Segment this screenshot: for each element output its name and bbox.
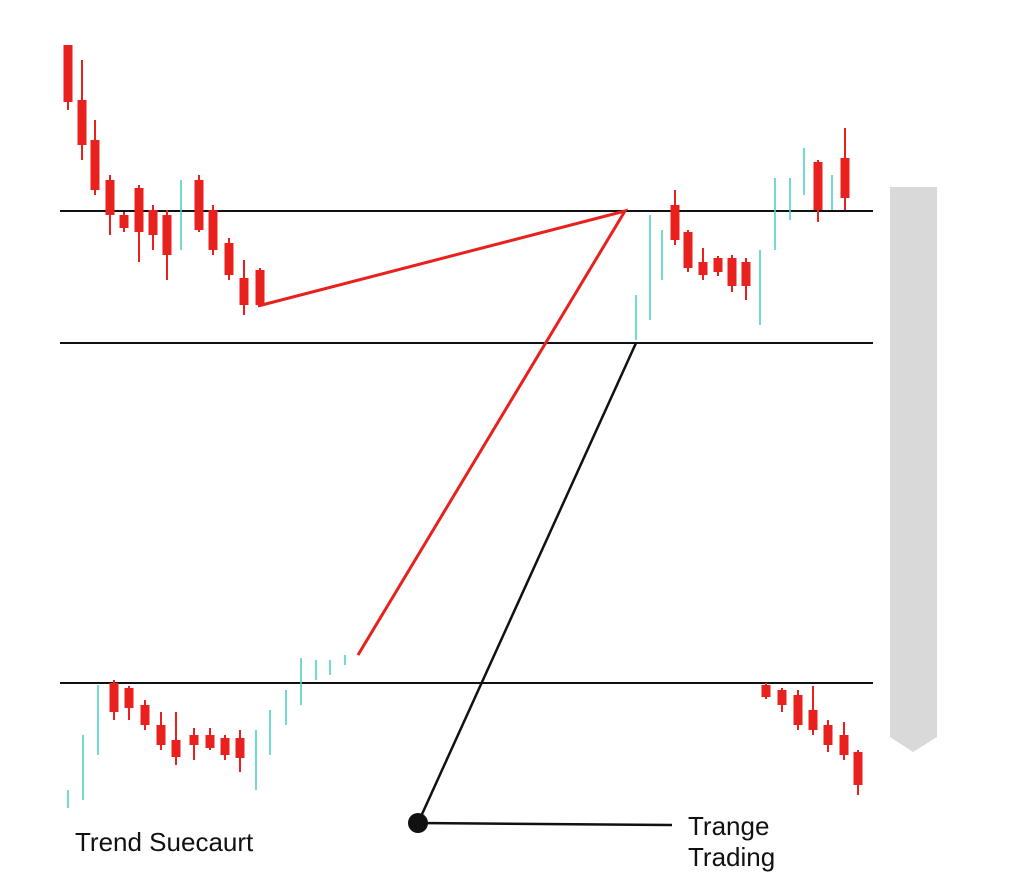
candles bbox=[63, 45, 863, 808]
pointer-dot bbox=[408, 813, 428, 833]
candle-body bbox=[109, 683, 119, 712]
candle-body bbox=[194, 180, 204, 230]
candle-body bbox=[713, 258, 723, 272]
candle-body bbox=[156, 725, 166, 745]
candle-body bbox=[698, 262, 708, 275]
candle-body bbox=[255, 270, 265, 305]
candle-body bbox=[839, 735, 849, 755]
candle-body bbox=[162, 215, 172, 255]
candle-body bbox=[105, 180, 115, 215]
candle-body bbox=[90, 140, 100, 190]
candle-body bbox=[670, 205, 680, 240]
candle-body bbox=[727, 258, 737, 286]
candle-body bbox=[119, 215, 129, 228]
candle-body bbox=[840, 158, 850, 198]
candle-body bbox=[205, 735, 215, 748]
candle-body bbox=[823, 725, 833, 745]
trend-line bbox=[257, 208, 629, 656]
candle-body bbox=[235, 738, 245, 758]
candle-body bbox=[220, 738, 230, 755]
candle-body bbox=[683, 232, 693, 268]
left-label: Trend Suecaurt bbox=[75, 827, 254, 857]
candle-body bbox=[171, 740, 181, 757]
right-label: Trading bbox=[688, 842, 775, 872]
candle-body bbox=[148, 210, 158, 235]
candle-body bbox=[853, 752, 863, 785]
candle-body bbox=[140, 705, 150, 725]
candle-body bbox=[124, 688, 134, 708]
candle-body bbox=[189, 735, 199, 745]
candle-body bbox=[224, 243, 234, 275]
candle-body bbox=[777, 690, 787, 705]
candle-body bbox=[63, 45, 73, 102]
candle-body bbox=[813, 162, 823, 210]
right-label: Trange bbox=[688, 811, 769, 841]
candle-body bbox=[808, 710, 818, 730]
candle-body bbox=[77, 100, 87, 145]
candle-body bbox=[793, 695, 803, 725]
side-bar bbox=[890, 187, 937, 752]
candle-body bbox=[761, 685, 771, 697]
candle-body bbox=[239, 278, 249, 305]
candle-body bbox=[741, 262, 751, 286]
candle-body bbox=[208, 210, 218, 250]
candle-body bbox=[134, 188, 144, 232]
